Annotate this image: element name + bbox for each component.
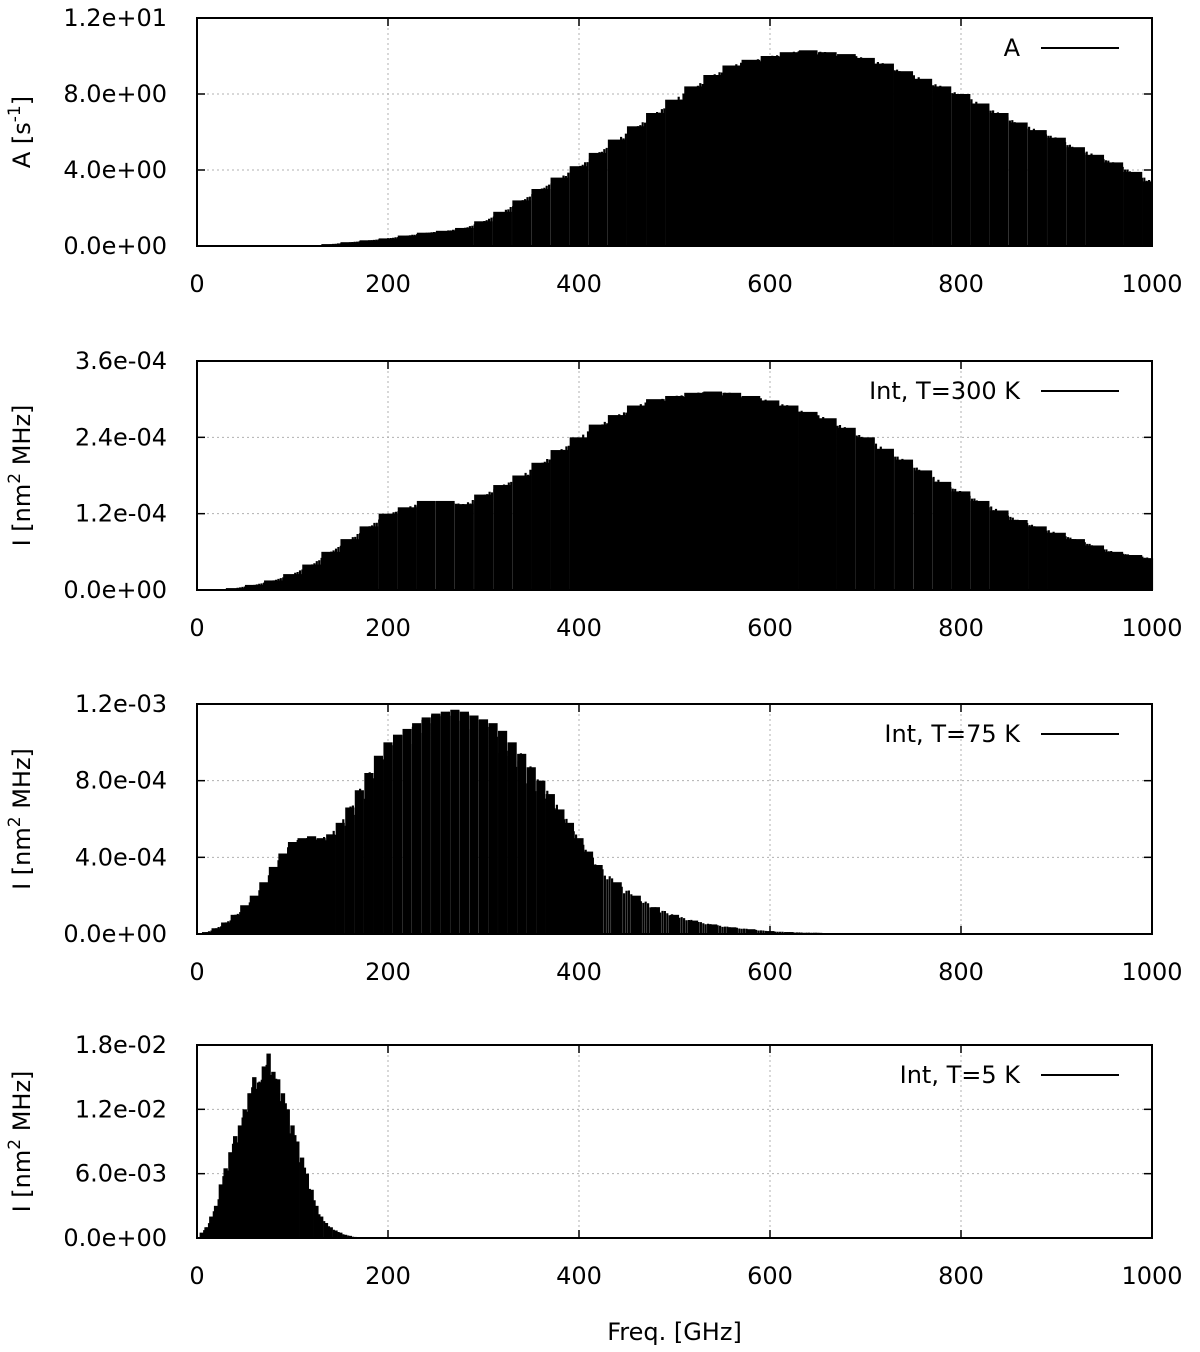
- y-tick-label: 4.0e-04: [75, 843, 167, 871]
- plot-frame: [196, 360, 1153, 591]
- y-axis-label-tail: MHz]: [8, 405, 36, 473]
- y-axis-label-main: I [nm: [8, 484, 36, 547]
- histogram-bars: [329, 51, 1153, 246]
- y-tick-label: 1.8e-02: [75, 1031, 167, 1059]
- y-tick-label: 1.2e+01: [63, 4, 167, 32]
- y-axis-label-superscript: 2: [5, 816, 25, 827]
- x-tick-label: 600: [747, 270, 793, 298]
- y-axis-label: A [s-1]: [5, 96, 36, 168]
- plot-frame: [196, 703, 1153, 935]
- legend-label: Int, T=75 K: [884, 720, 1021, 748]
- x-tick-label: 600: [747, 958, 793, 986]
- x-tick-label: 400: [556, 1262, 602, 1290]
- x-tick-label: 800: [938, 270, 984, 298]
- panel-4: 0 200 400 600 800 1000 0.0e+00 6.0e-03 1.2e-02 1.…: [5, 1031, 1183, 1290]
- panel-2: 0 200 400 600 800 1000 0.0e+00 1.2e-04 2.4e-04 3.…: [5, 347, 1183, 642]
- x-tick-label: 0: [189, 270, 204, 298]
- plot-frame: [196, 1044, 1153, 1239]
- y-tick-label: 1.2e-03: [75, 690, 167, 718]
- x-tick-label: 200: [365, 270, 411, 298]
- y-tick-label: 8.0e-04: [75, 767, 167, 795]
- x-tick-label: 600: [747, 1262, 793, 1290]
- x-tick-label: 800: [938, 1262, 984, 1290]
- y-tick-label: 6.0e-03: [75, 1160, 167, 1188]
- y-tick-label: 0.0e+00: [63, 576, 167, 604]
- x-tick-label: 200: [365, 958, 411, 986]
- y-tick-label: 0.0e+00: [63, 1224, 167, 1252]
- x-tick-label: 400: [556, 270, 602, 298]
- y-axis-label: I [nm2 MHz]: [5, 1071, 36, 1213]
- data-bar: [459, 711, 469, 934]
- x-tick-label: 200: [365, 614, 411, 642]
- y-axis-label-superscript: -1: [5, 105, 25, 122]
- y-axis-label-superscript: 2: [5, 1139, 25, 1150]
- histogram-bars: [236, 392, 1154, 590]
- y-tick-label: 1.2e-02: [75, 1095, 167, 1123]
- data-bar: [431, 713, 441, 934]
- y-axis-label-tail: MHz]: [8, 1071, 36, 1139]
- y-axis-label: I [nm2 MHz]: [5, 748, 36, 890]
- y-axis-label-main: I [nm: [8, 827, 36, 890]
- x-tick-label: 1000: [1121, 270, 1182, 298]
- y-tick-label: 2.4e-04: [75, 423, 167, 451]
- y-axis-label-tail: MHz]: [8, 748, 36, 816]
- y-axis-label: I [nm2 MHz]: [5, 405, 36, 547]
- histogram-bars: [200, 1055, 359, 1238]
- x-tick-label: 200: [365, 1262, 411, 1290]
- histogram-bars: [205, 710, 866, 934]
- x-tick-label: 800: [938, 958, 984, 986]
- x-tick-label: 800: [938, 614, 984, 642]
- plot-frame: [196, 17, 1153, 247]
- panel-3: 0 200 400 600 800 1000 0.0e+00 4.0e-04 8.0e-04 1.…: [5, 690, 1183, 986]
- x-tick-label: 400: [556, 614, 602, 642]
- x-tick-label: 400: [556, 958, 602, 986]
- y-tick-label: 4.0e+00: [63, 156, 167, 184]
- x-tick-label: 0: [189, 614, 204, 642]
- x-tick-label: 1000: [1121, 958, 1182, 986]
- legend-label: Int, T=300 K: [869, 377, 1021, 405]
- y-axis-label-main: I [nm: [8, 1150, 36, 1213]
- y-tick-label: 3.6e-04: [75, 347, 167, 375]
- data-bar: [450, 709, 460, 934]
- legend-label: Int, T=5 K: [900, 1061, 1022, 1089]
- y-tick-label: 0.0e+00: [63, 232, 167, 260]
- panel-1: 0 200 400 600 800 1000 0.0e+00 4.0e+00 8.0e+00 1.…: [5, 4, 1183, 298]
- x-tick-label: 600: [747, 614, 793, 642]
- legend-label: A: [1004, 34, 1021, 62]
- x-tick-label: 0: [189, 958, 204, 986]
- y-tick-label: 1.2e-04: [75, 500, 167, 528]
- y-tick-label: 0.0e+00: [63, 920, 167, 948]
- data-bar: [440, 711, 450, 934]
- y-axis-label-main: A [s: [8, 122, 36, 168]
- y-tick-label: 8.0e+00: [63, 80, 167, 108]
- x-axis-label: Freq. [GHz]: [607, 1318, 742, 1346]
- y-axis-label-superscript: 2: [5, 473, 25, 484]
- x-tick-label: 1000: [1121, 614, 1182, 642]
- y-axis-label-tail: ]: [8, 96, 36, 105]
- x-tick-label: 1000: [1121, 1262, 1182, 1290]
- data-bar: [421, 717, 431, 934]
- x-tick-label: 0: [189, 1262, 204, 1290]
